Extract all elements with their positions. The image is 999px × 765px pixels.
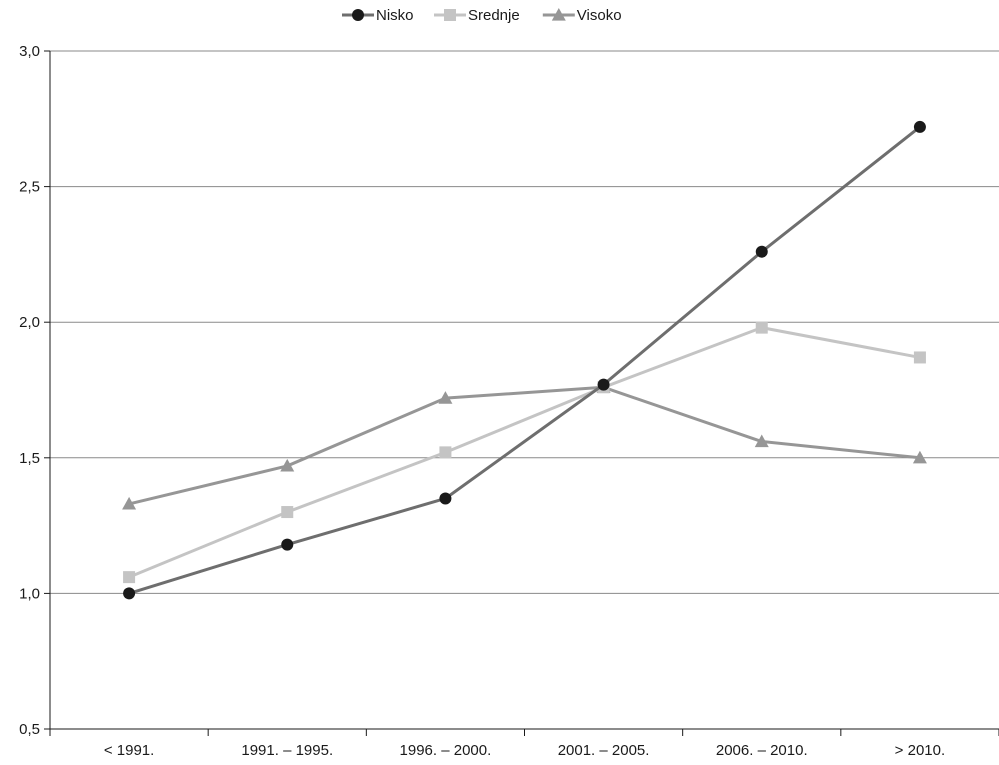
series-srednje: [123, 321, 926, 584]
x-tick-label: > 2010.: [895, 742, 945, 759]
data-point-srednje: [439, 446, 452, 459]
y-tick-label: 3,0: [19, 43, 40, 60]
data-point-visoko: [122, 496, 137, 510]
legend-label: Nisko: [376, 7, 414, 24]
legend: Nisko Srednje Visoko: [342, 7, 622, 24]
data-point-srednje: [123, 571, 136, 584]
y-tick-label: 1,5: [19, 450, 40, 467]
series-visoko: [122, 380, 927, 510]
y-tick-label: 0,5: [19, 721, 40, 738]
legend-item-nisko: Nisko: [342, 7, 414, 24]
x-tick-label: 1996. – 2000.: [400, 742, 492, 759]
data-point-visoko: [280, 458, 295, 472]
axes: 0,5 1,0 1,5 2,0 2,5 3,0 < 1991. 1991. – 1995. 19…: [19, 43, 999, 759]
data-point-visoko: [754, 434, 769, 448]
legend-label: Visoko: [577, 7, 622, 24]
series-line-nisko: [128, 125, 921, 595]
data-point-nisko: [913, 120, 926, 133]
series-group: [122, 120, 927, 600]
x-tick-label: 2001. – 2005.: [558, 742, 650, 759]
y-tick-label: 1,0: [19, 585, 40, 602]
data-point-nisko: [597, 378, 610, 391]
gridlines: [50, 50, 999, 594]
x-tick-label: < 1991.: [104, 742, 154, 759]
data-point-nisko: [439, 492, 452, 505]
data-point-nisko: [755, 245, 768, 258]
legend-label: Srednje: [468, 7, 520, 24]
data-point-srednje: [281, 506, 294, 519]
y-tick-label: 2,0: [19, 314, 40, 331]
data-point-nisko: [281, 538, 294, 551]
x-tick-label: 1991. – 1995.: [241, 742, 333, 759]
legend-marker: [551, 8, 566, 21]
x-tick-label: 2006. – 2010.: [716, 742, 808, 759]
data-point-srednje: [755, 321, 768, 334]
y-tick-label: 2,5: [19, 179, 40, 196]
legend-item-srednje: Srednje: [434, 7, 520, 24]
data-point-visoko: [438, 391, 453, 404]
data-point-srednje: [913, 351, 926, 364]
series-nisko: [123, 120, 926, 600]
data-point-nisko: [123, 587, 136, 600]
data-point-visoko: [912, 450, 927, 464]
legend-marker: [352, 9, 364, 21]
legend-item-visoko: Visoko: [542, 7, 622, 24]
series-line-srednje: [128, 326, 921, 579]
legend-marker: [444, 9, 456, 21]
series-line-visoko: [128, 385, 921, 506]
